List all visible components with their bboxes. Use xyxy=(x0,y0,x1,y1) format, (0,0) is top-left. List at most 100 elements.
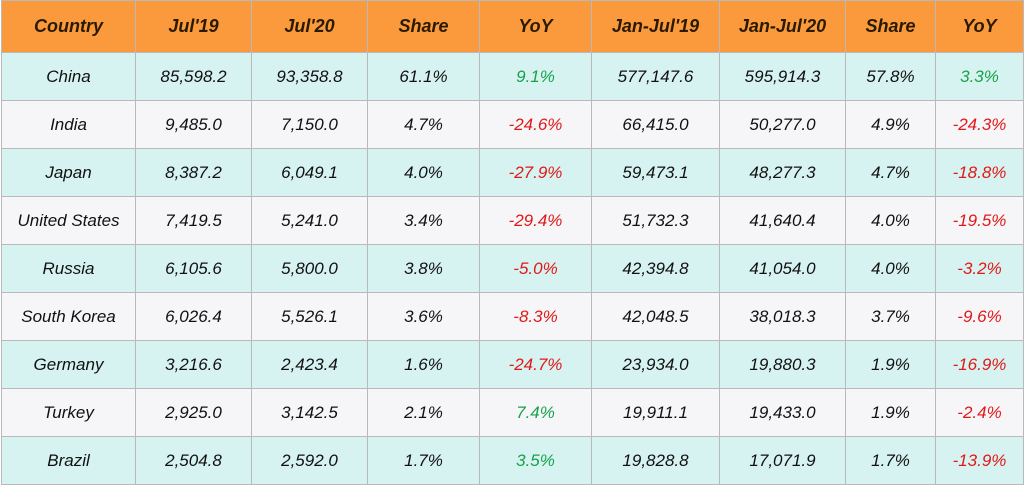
yoy-cell: -24.7% xyxy=(479,340,592,389)
jul20-cell: 2,423.4 xyxy=(251,340,368,389)
table-row: India 9,485.0 7,150.0 4.7% -24.6% 66,415.0 50,… xyxy=(1,100,1024,149)
jan-jul19-cell: 19,911.1 xyxy=(591,388,720,437)
yoy-cell: 3.5% xyxy=(479,436,592,485)
yoy-ytd-cell: -13.9% xyxy=(935,436,1024,485)
jul20-cell: 6,049.1 xyxy=(251,148,368,197)
jan-jul20-cell: 38,018.3 xyxy=(719,292,846,341)
share-cell: 4.7% xyxy=(367,100,480,149)
yoy-cell: 9.1% xyxy=(479,52,592,101)
header-jul19: Jul'19 xyxy=(135,0,252,53)
jul19-cell: 8,387.2 xyxy=(135,148,252,197)
header-jul20: Jul'20 xyxy=(251,0,368,53)
jul19-cell: 7,419.5 xyxy=(135,196,252,245)
jan-jul20-cell: 50,277.0 xyxy=(719,100,846,149)
header-yoy-ytd: YoY xyxy=(935,0,1024,53)
share-ytd-cell: 3.7% xyxy=(845,292,936,341)
header-jan-jul20: Jan-Jul'20 xyxy=(719,0,846,53)
table-row: South Korea 6,026.4 5,526.1 3.6% -8.3% 42,048… xyxy=(1,292,1024,341)
jul19-cell: 3,216.6 xyxy=(135,340,252,389)
header-country: Country xyxy=(1,0,136,53)
country-cell: China xyxy=(1,52,136,101)
jul20-cell: 2,592.0 xyxy=(251,436,368,485)
jul20-cell: 3,142.5 xyxy=(251,388,368,437)
yoy-ytd-cell: -3.2% xyxy=(935,244,1024,293)
share-ytd-cell: 1.7% xyxy=(845,436,936,485)
share-ytd-cell: 4.0% xyxy=(845,196,936,245)
jan-jul20-cell: 41,054.0 xyxy=(719,244,846,293)
yoy-ytd-cell: -19.5% xyxy=(935,196,1024,245)
jan-jul20-cell: 595,914.3 xyxy=(719,52,846,101)
table-row: Turkey 2,925.0 3,142.5 2.1% 7.4% 19,911.1 19,4… xyxy=(1,388,1024,437)
jul19-cell: 2,504.8 xyxy=(135,436,252,485)
yoy-ytd-cell: -9.6% xyxy=(935,292,1024,341)
table-body: China 85,598.2 93,358.8 61.1% 9.1% 577,147.6 5… xyxy=(1,52,1024,485)
table-row: Brazil 2,504.8 2,592.0 1.7% 3.5% 19,828.8 17,0… xyxy=(1,436,1024,485)
jan-jul19-cell: 42,048.5 xyxy=(591,292,720,341)
jul20-cell: 5,241.0 xyxy=(251,196,368,245)
jul19-cell: 85,598.2 xyxy=(135,52,252,101)
jan-jul20-cell: 48,277.3 xyxy=(719,148,846,197)
jul20-cell: 5,800.0 xyxy=(251,244,368,293)
table-row: Germany 3,216.6 2,423.4 1.6% -24.7% 23,934.0 1… xyxy=(1,340,1024,389)
table-row: China 85,598.2 93,358.8 61.1% 9.1% 577,147.6 5… xyxy=(1,52,1024,101)
share-cell: 3.6% xyxy=(367,292,480,341)
jan-jul19-cell: 66,415.0 xyxy=(591,100,720,149)
header-share: Share xyxy=(367,0,480,53)
country-cell: Germany xyxy=(1,340,136,389)
yoy-cell: -5.0% xyxy=(479,244,592,293)
yoy-ytd-cell: -16.9% xyxy=(935,340,1024,389)
jan-jul20-cell: 19,433.0 xyxy=(719,388,846,437)
jul20-cell: 5,526.1 xyxy=(251,292,368,341)
table-row: Russia 6,105.6 5,800.0 3.8% -5.0% 42,394.8 41,… xyxy=(1,244,1024,293)
yoy-cell: -29.4% xyxy=(479,196,592,245)
share-cell: 2.1% xyxy=(367,388,480,437)
yoy-cell: -8.3% xyxy=(479,292,592,341)
country-cell: India xyxy=(1,100,136,149)
share-cell: 4.0% xyxy=(367,148,480,197)
country-cell: United States xyxy=(1,196,136,245)
jul19-cell: 9,485.0 xyxy=(135,100,252,149)
share-ytd-cell: 1.9% xyxy=(845,340,936,389)
jul19-cell: 6,026.4 xyxy=(135,292,252,341)
country-cell: Russia xyxy=(1,244,136,293)
yoy-ytd-cell: -2.4% xyxy=(935,388,1024,437)
share-cell: 3.4% xyxy=(367,196,480,245)
country-cell: South Korea xyxy=(1,292,136,341)
share-ytd-cell: 4.9% xyxy=(845,100,936,149)
table-row: Japan 8,387.2 6,049.1 4.0% -27.9% 59,473.1 48,… xyxy=(1,148,1024,197)
header-jan-jul19: Jan-Jul'19 xyxy=(591,0,720,53)
yoy-ytd-cell: 3.3% xyxy=(935,52,1024,101)
jan-jul19-cell: 51,732.3 xyxy=(591,196,720,245)
country-cell: Japan xyxy=(1,148,136,197)
share-cell: 1.6% xyxy=(367,340,480,389)
jul19-cell: 6,105.6 xyxy=(135,244,252,293)
jan-jul19-cell: 577,147.6 xyxy=(591,52,720,101)
jul20-cell: 7,150.0 xyxy=(251,100,368,149)
jan-jul19-cell: 59,473.1 xyxy=(591,148,720,197)
yoy-cell: -27.9% xyxy=(479,148,592,197)
yoy-cell: 7.4% xyxy=(479,388,592,437)
country-cell: Brazil xyxy=(1,436,136,485)
share-cell: 61.1% xyxy=(367,52,480,101)
header-yoy: YoY xyxy=(479,0,592,53)
jan-jul19-cell: 19,828.8 xyxy=(591,436,720,485)
share-ytd-cell: 4.7% xyxy=(845,148,936,197)
header-row: Country Jul'19 Jul'20 Share YoY Jan-Jul'19 Jan… xyxy=(1,0,1024,53)
jul20-cell: 93,358.8 xyxy=(251,52,368,101)
jan-jul20-cell: 19,880.3 xyxy=(719,340,846,389)
jan-jul19-cell: 42,394.8 xyxy=(591,244,720,293)
share-ytd-cell: 1.9% xyxy=(845,388,936,437)
share-ytd-cell: 4.0% xyxy=(845,244,936,293)
country-cell: Turkey xyxy=(1,388,136,437)
header-share-ytd: Share xyxy=(845,0,936,53)
share-ytd-cell: 57.8% xyxy=(845,52,936,101)
yoy-cell: -24.6% xyxy=(479,100,592,149)
jan-jul20-cell: 41,640.4 xyxy=(719,196,846,245)
share-cell: 1.7% xyxy=(367,436,480,485)
share-cell: 3.8% xyxy=(367,244,480,293)
jan-jul20-cell: 17,071.9 xyxy=(719,436,846,485)
jan-jul19-cell: 23,934.0 xyxy=(591,340,720,389)
yoy-ytd-cell: -18.8% xyxy=(935,148,1024,197)
